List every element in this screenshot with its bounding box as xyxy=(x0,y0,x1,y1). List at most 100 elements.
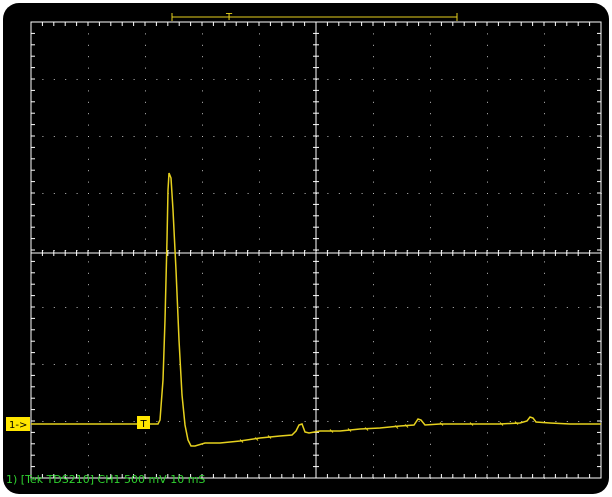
grid-dot xyxy=(544,455,545,457)
grid-dot xyxy=(270,136,272,137)
grid-dot xyxy=(281,421,283,422)
grid-dot xyxy=(578,79,580,80)
grid-dot xyxy=(65,364,67,365)
grid-dot xyxy=(202,170,203,172)
grid-dot xyxy=(88,364,89,365)
noise-blip xyxy=(499,422,504,426)
grid-dot xyxy=(407,136,409,137)
grid-dot xyxy=(430,44,431,46)
grid-dot xyxy=(88,56,89,58)
grid-dot xyxy=(304,421,306,422)
grid-dot xyxy=(145,136,146,137)
grid-dot xyxy=(373,193,374,194)
grid-dot xyxy=(487,170,488,172)
grid-dot xyxy=(88,398,89,400)
grid-dot xyxy=(236,421,238,422)
grid-dot xyxy=(521,79,523,80)
grid-dot xyxy=(487,352,488,354)
grid-dot xyxy=(202,79,203,80)
grid-dot xyxy=(259,478,260,479)
grid-dot xyxy=(88,227,89,229)
grid-dot xyxy=(213,136,215,137)
noise-blip xyxy=(394,425,399,429)
grid-dot xyxy=(133,421,135,422)
grid-dot xyxy=(202,466,203,468)
grid-dot xyxy=(202,90,203,92)
grid-dot xyxy=(544,443,545,445)
grid-dot xyxy=(373,375,374,377)
grid-dot xyxy=(76,364,78,365)
grid-dot xyxy=(418,136,420,137)
grid-dot xyxy=(202,421,203,422)
grid-dot xyxy=(304,79,306,80)
grid-dot xyxy=(430,101,431,103)
grid-dot xyxy=(418,421,420,422)
grid-dot xyxy=(156,364,158,365)
grid-dot xyxy=(441,421,443,422)
grid-dot xyxy=(145,375,146,377)
grid-dot xyxy=(99,307,101,308)
grid-dot xyxy=(601,193,602,194)
grid-dot xyxy=(259,90,260,92)
grid-dot xyxy=(509,364,511,365)
grid-dot xyxy=(259,44,260,46)
grid-dot xyxy=(430,284,431,286)
grid-dot xyxy=(430,329,431,331)
grid-dot xyxy=(202,409,203,411)
grid-dot xyxy=(202,136,203,137)
grid-dot xyxy=(122,79,124,80)
grid-dot xyxy=(202,318,203,320)
grid-dot xyxy=(145,455,146,457)
grid-dot xyxy=(395,421,397,422)
grid-dot xyxy=(88,478,89,479)
grid-dot xyxy=(338,307,340,308)
grid-dot xyxy=(555,136,557,137)
grid-dot xyxy=(145,193,146,194)
grid-dot xyxy=(441,307,443,308)
grid-dot xyxy=(407,79,409,80)
grid-dot xyxy=(521,364,523,365)
grid-dot xyxy=(544,170,545,172)
grid-dot xyxy=(544,181,545,183)
grid-dot xyxy=(338,364,340,365)
trace-noise xyxy=(239,421,519,443)
grid-dot xyxy=(589,79,591,80)
grid-dot xyxy=(441,136,443,137)
grid-dot xyxy=(430,33,431,35)
grid-dot xyxy=(88,352,89,354)
grid-dot xyxy=(430,478,431,479)
grid-dot xyxy=(213,364,215,365)
grid-dot xyxy=(202,295,203,297)
grid-dot xyxy=(464,79,466,80)
grid-dot xyxy=(338,421,340,422)
grid-dot xyxy=(259,124,260,126)
grid-dot xyxy=(384,193,386,194)
grid-dot xyxy=(532,79,534,80)
grid-dot xyxy=(156,136,158,137)
grid-dot xyxy=(88,421,89,422)
noise-blip xyxy=(514,421,519,425)
grid-dot xyxy=(145,56,146,58)
grid-dot xyxy=(373,181,374,183)
grid-dot xyxy=(88,44,89,46)
grid-dot xyxy=(373,113,374,115)
grid-dot xyxy=(202,238,203,240)
grid-dot xyxy=(452,79,454,80)
grid-dot xyxy=(487,341,488,343)
grid-dot xyxy=(373,341,374,343)
grid-dot xyxy=(122,307,124,308)
grid-dot xyxy=(430,409,431,411)
grid-dot xyxy=(395,307,397,308)
grid-dot xyxy=(259,272,260,274)
grid-dot xyxy=(213,193,215,194)
grid-dot xyxy=(350,364,352,365)
grid-dot xyxy=(145,409,146,411)
grid-dot xyxy=(247,79,249,80)
grid-dot xyxy=(487,113,488,115)
grid-dot xyxy=(145,158,146,160)
grid-dot xyxy=(373,466,374,468)
noise-blip xyxy=(267,435,272,439)
grid-dot xyxy=(224,421,226,422)
grid-dot xyxy=(373,364,374,365)
